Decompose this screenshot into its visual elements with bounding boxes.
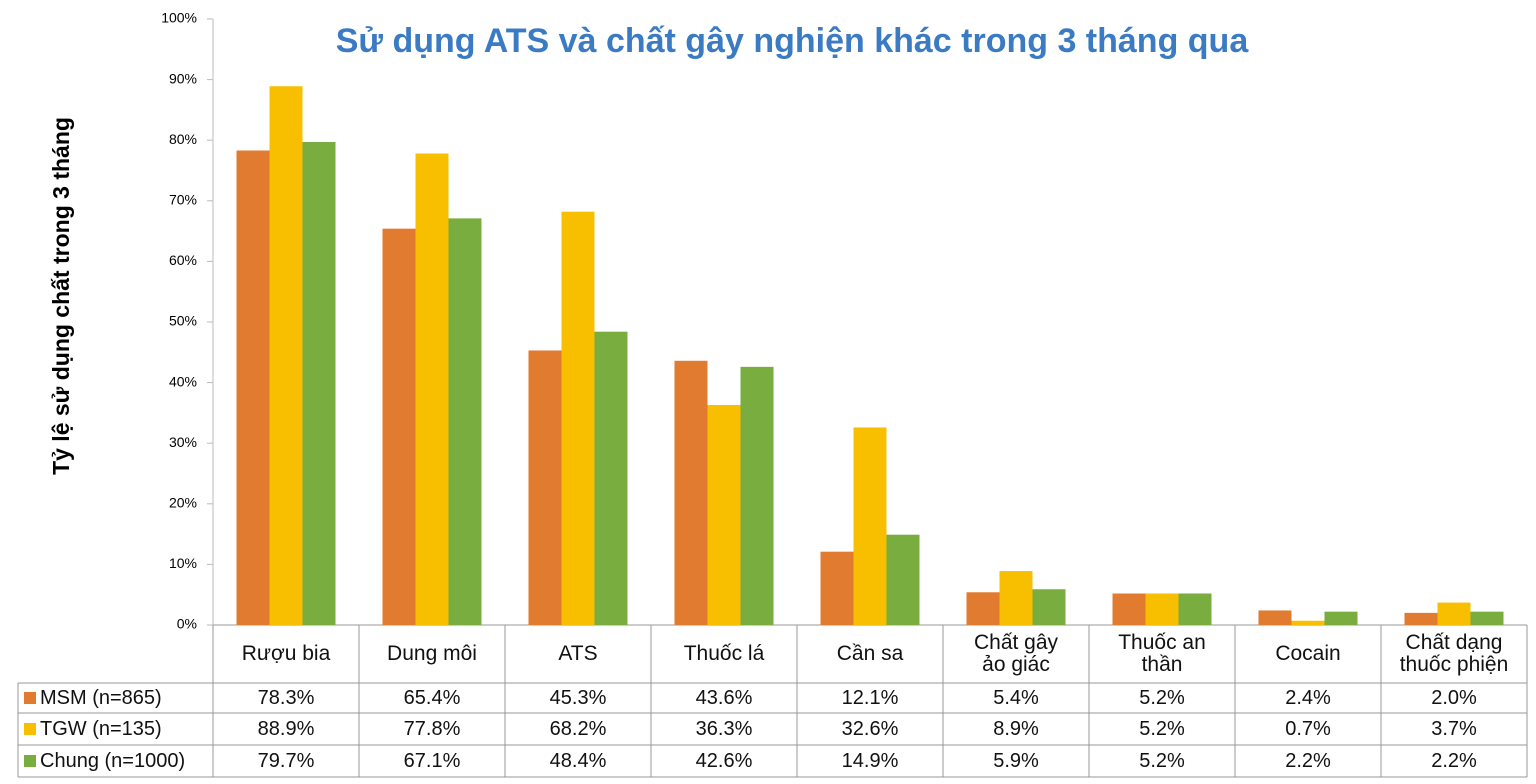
bar bbox=[1145, 593, 1179, 625]
bar bbox=[1032, 589, 1066, 625]
y-axis-title: Tỷ lệ sử dụng chất trong 3 tháng bbox=[48, 117, 74, 475]
value-label: 12.1% bbox=[841, 687, 899, 709]
x-category-label: Rượu bia bbox=[241, 642, 331, 665]
bar bbox=[302, 142, 336, 625]
bar bbox=[1112, 593, 1146, 625]
bar bbox=[561, 211, 595, 625]
x-category-label: Thuốc lá bbox=[683, 642, 765, 665]
bar bbox=[1178, 593, 1212, 625]
value-label: 2.4% bbox=[1285, 687, 1331, 709]
legend-entry: TGW (n=135) bbox=[18, 713, 213, 745]
bar bbox=[886, 534, 920, 625]
x-category-label: ATS bbox=[558, 642, 598, 665]
bar bbox=[528, 350, 562, 625]
y-tick-label: 10% bbox=[169, 555, 197, 571]
legend-entry: Chung (n=1000) bbox=[18, 745, 213, 777]
value-label: 14.9% bbox=[841, 750, 899, 772]
value-label: 32.6% bbox=[841, 718, 899, 740]
y-tick-label: 50% bbox=[169, 313, 197, 329]
legend-swatch bbox=[24, 692, 36, 704]
bar bbox=[1291, 620, 1325, 625]
value-label: 5.2% bbox=[1139, 750, 1185, 772]
bar bbox=[820, 551, 854, 625]
x-category-label: Chất dạng thuốc phiện bbox=[1399, 631, 1509, 676]
legend-label: TGW (n=135) bbox=[40, 718, 162, 740]
x-category-label: Cocain bbox=[1275, 642, 1341, 665]
value-label: 45.3% bbox=[549, 687, 607, 709]
y-tick-label: 80% bbox=[169, 131, 197, 147]
value-label: 78.3% bbox=[257, 687, 315, 709]
bar bbox=[236, 150, 270, 625]
x-category-label: Dung môi bbox=[387, 642, 477, 665]
value-label: 77.8% bbox=[403, 718, 461, 740]
bar bbox=[594, 331, 628, 625]
value-label: 5.9% bbox=[993, 750, 1039, 772]
value-label: 3.7% bbox=[1431, 718, 1477, 740]
bar bbox=[269, 86, 303, 626]
bar bbox=[707, 405, 741, 625]
bar bbox=[999, 571, 1033, 625]
y-tick-label: 60% bbox=[169, 252, 197, 268]
bar bbox=[966, 592, 1000, 625]
legend-entry: MSM (n=865) bbox=[18, 683, 213, 713]
value-label: 43.6% bbox=[695, 687, 753, 709]
y-tick-label: 90% bbox=[169, 70, 197, 86]
legend-swatch bbox=[24, 755, 36, 767]
value-label: 48.4% bbox=[549, 750, 607, 772]
y-tick-label: 0% bbox=[177, 616, 197, 632]
legend-label: MSM (n=865) bbox=[40, 687, 162, 709]
value-label: 67.1% bbox=[403, 750, 461, 772]
value-label: 79.7% bbox=[257, 750, 315, 772]
value-label: 5.2% bbox=[1139, 687, 1185, 709]
bar bbox=[853, 427, 887, 625]
bar bbox=[740, 366, 774, 625]
value-label: 2.2% bbox=[1431, 750, 1477, 772]
chart-title: Sử dụng ATS và chất gây nghiện khác tron… bbox=[336, 22, 1250, 60]
y-tick-label: 100% bbox=[161, 10, 197, 26]
x-category-label: Cần sa bbox=[836, 642, 904, 665]
y-tick-label: 20% bbox=[169, 495, 197, 511]
value-label: 5.4% bbox=[993, 687, 1039, 709]
value-label: 2.0% bbox=[1431, 687, 1477, 709]
value-label: 8.9% bbox=[993, 718, 1039, 740]
bar bbox=[1404, 612, 1438, 625]
bar bbox=[1470, 611, 1504, 625]
value-label: 65.4% bbox=[403, 687, 461, 709]
bar bbox=[1324, 611, 1358, 625]
value-label: 2.2% bbox=[1285, 750, 1331, 772]
value-label: 42.6% bbox=[695, 750, 753, 772]
y-tick-label: 70% bbox=[169, 192, 197, 208]
value-label: 0.7% bbox=[1285, 718, 1331, 740]
legend-label: Chung (n=1000) bbox=[40, 750, 186, 772]
bar bbox=[448, 218, 482, 625]
bar bbox=[415, 153, 449, 626]
y-tick-label: 30% bbox=[169, 434, 197, 450]
value-label: 36.3% bbox=[695, 718, 753, 740]
bar bbox=[1437, 602, 1471, 625]
bar bbox=[1258, 610, 1292, 625]
value-label: 88.9% bbox=[257, 718, 315, 740]
y-tick-label: 40% bbox=[169, 373, 197, 389]
x-category-label: Chất gây ảo giác bbox=[973, 631, 1059, 676]
bar bbox=[382, 228, 416, 625]
legend-swatch bbox=[24, 723, 36, 735]
value-label: 68.2% bbox=[549, 718, 607, 740]
bar bbox=[674, 360, 708, 625]
x-category-label: Thuốc an thần bbox=[1118, 631, 1206, 676]
value-label: 5.2% bbox=[1139, 718, 1185, 740]
